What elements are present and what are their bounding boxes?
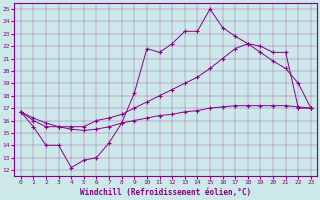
X-axis label: Windchill (Refroidissement éolien,°C): Windchill (Refroidissement éolien,°C) — [80, 188, 252, 197]
